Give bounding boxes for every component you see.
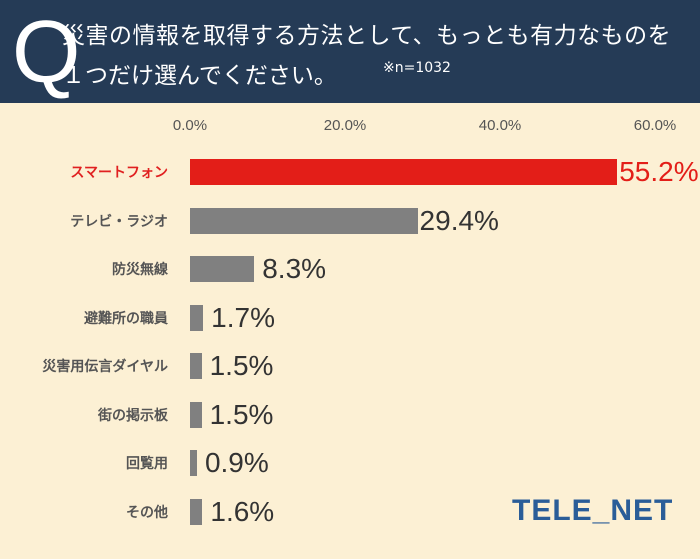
bar-row: その他 1.6% bbox=[0, 495, 700, 529]
x-tick: 20.0% bbox=[323, 117, 367, 134]
bar-row: 災害用伝言ダイヤル 1.5% bbox=[0, 350, 700, 383]
bar bbox=[190, 498, 203, 525]
bar bbox=[190, 401, 202, 428]
bar-row: 避難所の職員 1.7% bbox=[0, 301, 700, 335]
question-line-2: １つだけ選んでください。 bbox=[62, 63, 337, 89]
category-label: スマートフォン bbox=[70, 165, 168, 181]
value-label: 1.7% bbox=[211, 301, 275, 333]
bar-row: 回覧用 0.9% bbox=[0, 447, 700, 480]
bar bbox=[190, 450, 197, 476]
value-label: 29.4% bbox=[419, 204, 499, 236]
category-label: 避難所の職員 bbox=[84, 310, 168, 327]
bar bbox=[190, 304, 204, 331]
bar bbox=[190, 353, 202, 379]
bar-row: 街の掲示板 1.5% bbox=[0, 398, 700, 432]
bar bbox=[190, 159, 618, 185]
bar-row: テレビ・ラジオ 29.4% bbox=[0, 204, 700, 238]
category-label: 災害用伝言ダイヤル bbox=[42, 359, 168, 375]
x-tick: 60.0% bbox=[633, 117, 677, 134]
sample-size-note: ※n=1032 bbox=[383, 60, 451, 76]
x-tick: 0.0% bbox=[172, 117, 208, 134]
category-label: 防災無線 bbox=[112, 262, 168, 278]
category-label: テレビ・ラジオ bbox=[70, 213, 168, 230]
bar-row: スマートフォン 55.2% bbox=[0, 156, 700, 189]
category-label: 街の掲示板 bbox=[98, 407, 168, 424]
bar-row: 防災無線 8.3% bbox=[0, 253, 700, 286]
q-mark: Q bbox=[12, 2, 81, 101]
value-label: 8.3% bbox=[262, 253, 327, 284]
x-tick: 40.0% bbox=[478, 117, 522, 134]
telenet-logo: TELE_NET bbox=[512, 494, 674, 527]
category-label: その他 bbox=[126, 504, 168, 521]
bar bbox=[190, 207, 418, 234]
question-header: Q 災害の情報を取得する方法として、もっとも有力なものを １つだけ選んでください… bbox=[0, 0, 700, 103]
bar bbox=[190, 256, 255, 282]
category-label: 回覧用 bbox=[126, 456, 168, 472]
question-line-1: 災害の情報を取得する方法として、もっとも有力なものを bbox=[62, 23, 672, 49]
value-label: 1.5% bbox=[209, 350, 274, 381]
value-label: 55.2% bbox=[619, 156, 699, 187]
value-label: 1.5% bbox=[209, 398, 274, 430]
value-label: 1.6% bbox=[210, 495, 275, 527]
value-label: 0.9% bbox=[204, 447, 269, 478]
